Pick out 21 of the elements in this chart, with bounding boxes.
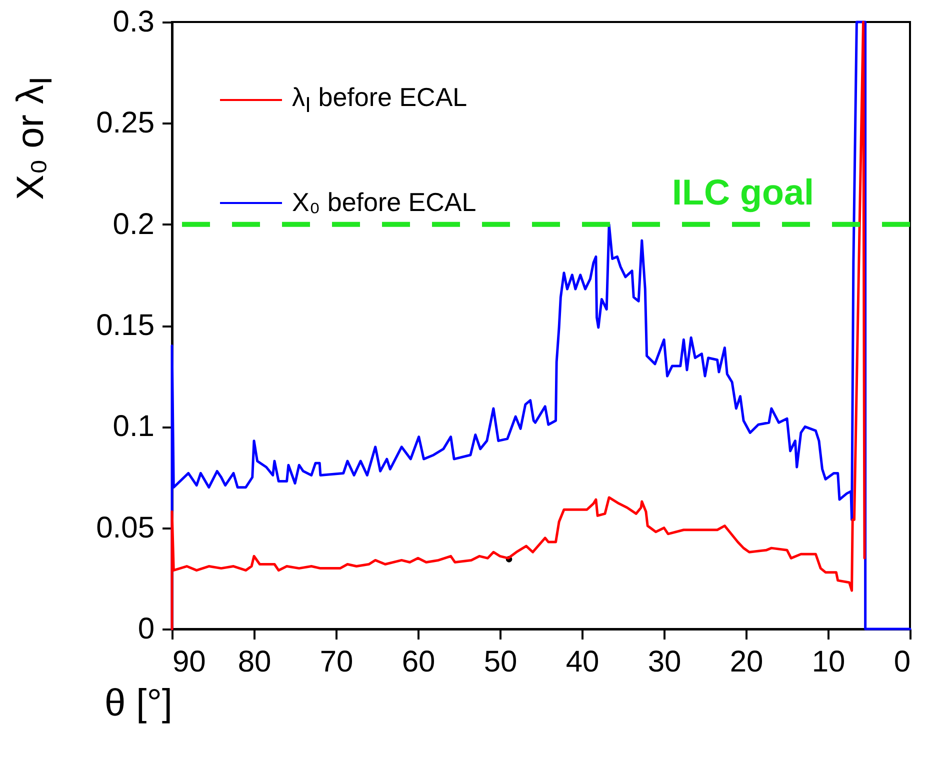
x-tick-label: 10 (812, 646, 846, 678)
x-axis-title: θ [°] (104, 682, 172, 724)
x-tick-label: 90 (172, 646, 206, 678)
x-tick-label: 40 (566, 646, 600, 678)
x-tick-label: 70 (320, 646, 354, 678)
x-tick-label: 30 (648, 646, 682, 678)
y-tick-label: 0.1 (112, 410, 154, 444)
legend-label: X₀ before ECAL (292, 187, 476, 218)
y-tick-label: 0.25 (96, 106, 154, 140)
y-tick-label: 0.2 (112, 208, 154, 241)
x-tick-label: 80 (238, 646, 272, 678)
x-tick-label: 0 (894, 646, 910, 678)
legend-label: λ$_{I}$ before ECAL (292, 82, 468, 118)
x-tick-label: 60 (402, 646, 436, 678)
y-tick-label: 0.3 (112, 6, 154, 38)
x-tick-label: 20 (730, 646, 764, 678)
ref-line-label: ILC goal (672, 171, 814, 212)
y-tick-label: 0.05 (96, 511, 154, 544)
y-tick-label: 0 (138, 612, 154, 646)
x-tick-label: 50 (484, 646, 518, 678)
y-tick-label: 0.15 (96, 309, 154, 342)
